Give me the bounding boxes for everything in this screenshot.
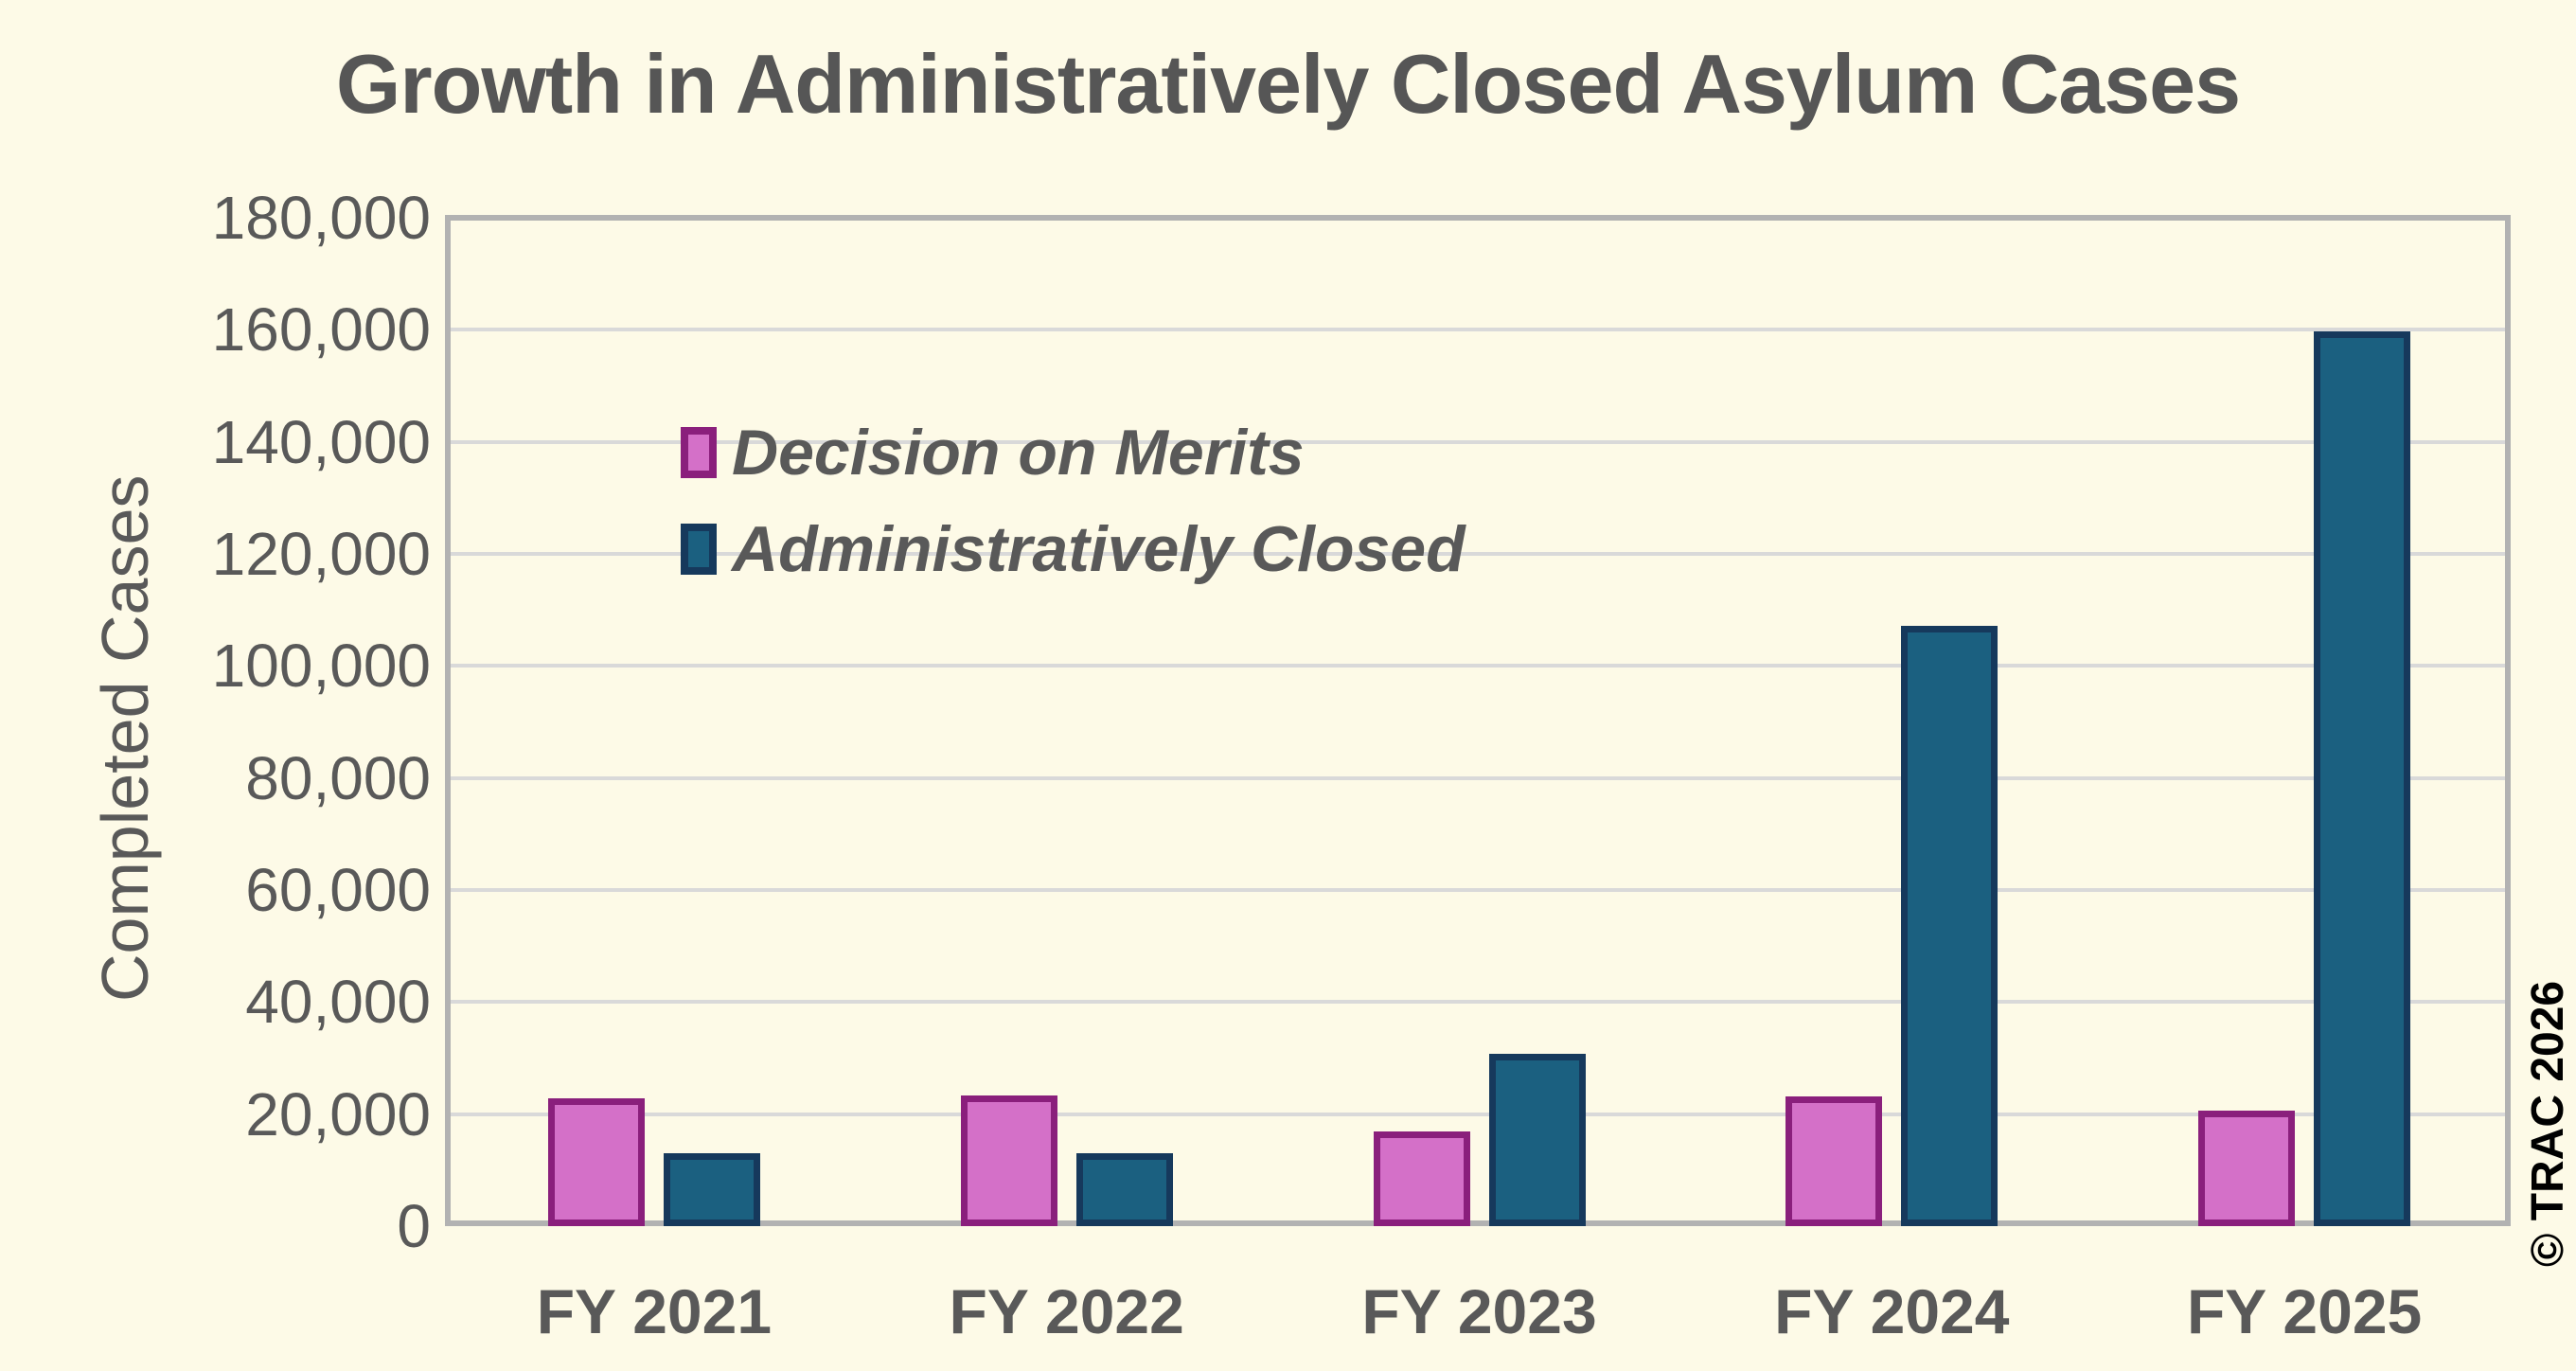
legend-label-decision-on-merits: Decision on Merits [732,417,1305,489]
copyright-watermark: © TRAC 2026 [2523,980,2573,1267]
y-tick-label: 0 [397,1192,431,1260]
y-tick-label: 180,000 [211,184,431,252]
chart-title: Growth in Administratively Closed Asylum… [335,37,2241,131]
gridline [451,439,2505,444]
bar-administratively-closed-fy-2021 [663,1153,760,1226]
legend: Decision on Merits Administratively Clos… [681,417,1466,610]
x-axis-label-fy-2022: FY 2022 [949,1276,1184,1346]
x-axis-label-fy-2021: FY 2021 [536,1276,773,1346]
legend-item-decision-on-merits: Decision on Merits [681,417,1466,489]
gridline [451,1000,2505,1005]
bar-administratively-closed-fy-2024 [1901,626,1999,1226]
y-tick-label: 100,000 [211,632,431,701]
plot-area [445,215,2511,1226]
legend-swatch-administratively-closed [681,524,717,575]
gridline [451,328,2505,332]
bar-administratively-closed-fy-2023 [1488,1054,1586,1226]
y-tick-label: 60,000 [245,856,431,924]
bar-decision-on-merits-fy-2022 [960,1095,1057,1226]
bar-decision-on-merits-fy-2024 [1785,1096,1883,1226]
y-tick-label: 40,000 [245,968,431,1037]
gridline [451,1112,2505,1116]
y-tick-label: 20,000 [245,1079,431,1148]
x-axis-label-fy-2024: FY 2024 [1774,1276,2010,1346]
bar-decision-on-merits-fy-2021 [547,1098,645,1226]
gridline [451,664,2505,668]
x-axis-label-fy-2023: FY 2023 [1361,1276,1597,1346]
legend-label-administratively-closed: Administratively Closed [732,513,1466,585]
gridline [451,775,2505,780]
bar-administratively-closed-fy-2025 [2314,330,2411,1226]
bar-administratively-closed-fy-2022 [1075,1153,1173,1226]
y-tick-label: 80,000 [245,743,431,812]
gridline [451,552,2505,556]
legend-swatch-decision-on-merits [681,427,717,478]
bar-decision-on-merits-fy-2023 [1373,1131,1470,1226]
legend-item-administratively-closed: Administratively Closed [681,513,1466,585]
gridline [451,888,2505,892]
y-tick-label: 140,000 [211,407,431,476]
x-axis-label-fy-2025: FY 2025 [2186,1276,2423,1346]
y-tick-label: 160,000 [211,295,431,365]
y-tick-label: 120,000 [211,520,431,588]
bar-decision-on-merits-fy-2025 [2198,1110,2296,1226]
